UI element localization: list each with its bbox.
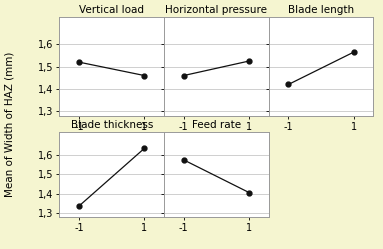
Title: Blade thickness: Blade thickness [70,120,153,130]
Title: Blade length: Blade length [288,5,354,15]
Title: Horizontal pressure: Horizontal pressure [165,5,267,15]
Text: Mean of Width of HAZ (mm): Mean of Width of HAZ (mm) [5,52,15,197]
Title: Vertical load: Vertical load [79,5,144,15]
Title: Feed rate: Feed rate [192,120,241,130]
